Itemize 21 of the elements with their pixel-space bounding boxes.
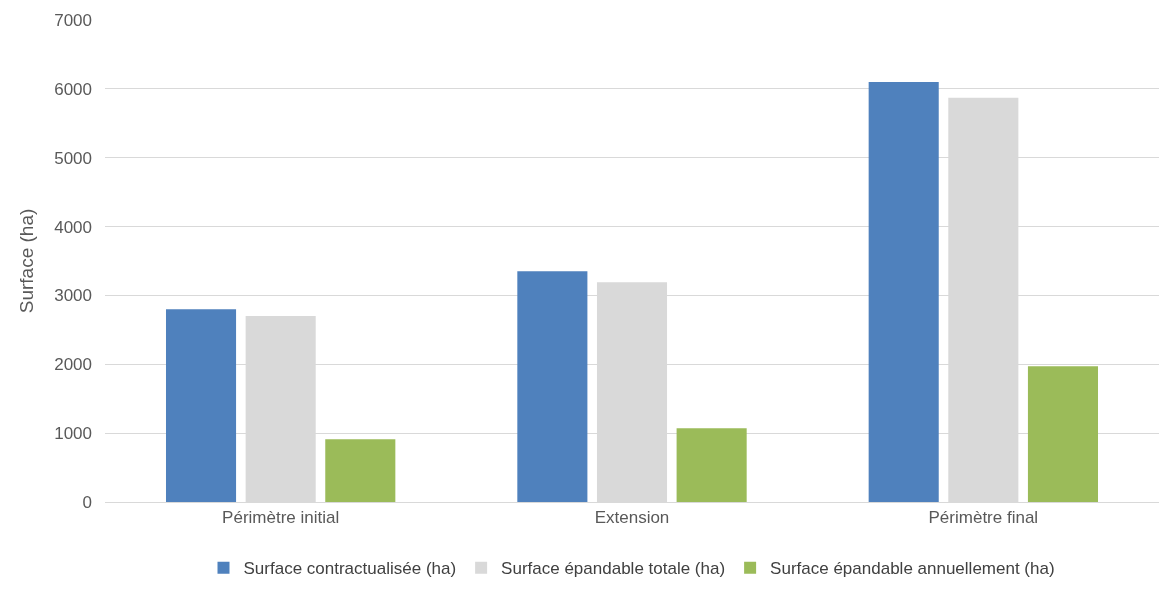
- y-axis-title: Surface (ha): [16, 208, 38, 314]
- x-tick-label: Extension: [594, 508, 670, 528]
- y-tick-label: 3000: [54, 286, 92, 306]
- y-tick-label: 2000: [54, 355, 92, 375]
- legend-label: Surface épandable totale (ha): [501, 559, 726, 579]
- bar: [676, 428, 747, 502]
- x-tick-label: Périmètre final: [928, 508, 1039, 528]
- y-tick-label: 4000: [54, 217, 92, 237]
- y-tick-label: 1000: [54, 424, 92, 444]
- bar: [325, 439, 396, 502]
- y-tick-label: 0: [82, 492, 92, 512]
- y-tick-label: 5000: [54, 148, 92, 168]
- y-tick-label: 6000: [54, 79, 92, 99]
- bar: [868, 81, 939, 502]
- bar: [165, 309, 237, 502]
- y-tick-label: 7000: [54, 10, 92, 30]
- legend-label: Surface contractualisée (ha): [243, 559, 457, 579]
- bar: [517, 271, 588, 502]
- bar: [1027, 366, 1099, 502]
- x-tick-label: Périmètre initial: [222, 508, 340, 528]
- legend-label: Surface épandable annuellement (ha): [770, 559, 1055, 579]
